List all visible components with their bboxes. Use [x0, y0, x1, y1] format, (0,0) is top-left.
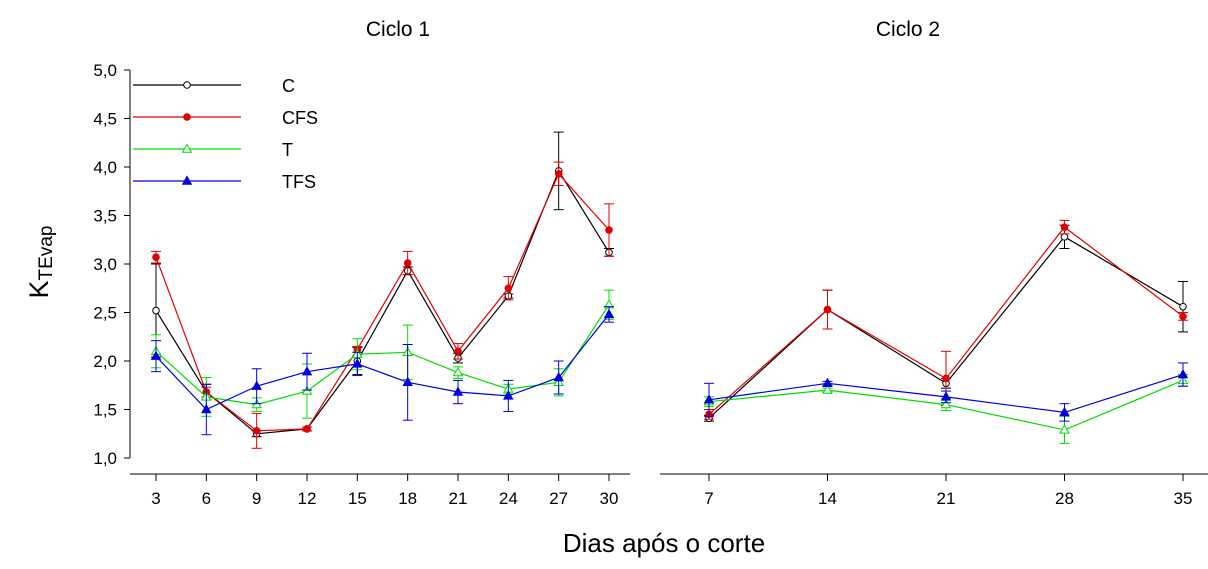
- data-point: [454, 347, 462, 356]
- data-point: [1060, 233, 1069, 241]
- data-point: [1179, 312, 1187, 321]
- legend-marker: [181, 175, 193, 185]
- series-tfs: [150, 306, 615, 436]
- data-point: [251, 380, 262, 390]
- y-tick-label: 4,0: [93, 158, 117, 177]
- x-tick-label: 28: [1055, 489, 1074, 508]
- data-point: [303, 425, 311, 433]
- data-point: [452, 386, 464, 396]
- legend-marker: [183, 81, 191, 89]
- data-point: [1179, 302, 1187, 311]
- series-cfs: [151, 161, 614, 449]
- data-point: [504, 284, 513, 293]
- data-point: [403, 259, 412, 267]
- data-point: [703, 394, 715, 404]
- legend: C CFS T TFS: [133, 76, 318, 192]
- series-line-tfs: [155, 314, 610, 411]
- series-line-t: [155, 304, 610, 406]
- y-axis-label: KTEvap: [24, 226, 57, 299]
- data-point: [605, 226, 613, 234]
- data-point: [201, 403, 212, 414]
- x-tick-label: 9: [252, 489, 261, 508]
- legend-item-tfs: TFS: [133, 172, 316, 192]
- data-point: [942, 374, 950, 383]
- plot-area: [150, 131, 1189, 449]
- series-cfs: [704, 219, 1188, 420]
- x-tick-label: 21: [449, 489, 468, 508]
- legend-item-cfs: CFS: [133, 108, 318, 128]
- data-point: [1059, 406, 1070, 417]
- y-tick-label: 2,5: [93, 304, 117, 323]
- data-point: [1059, 424, 1070, 434]
- data-point: [252, 427, 261, 435]
- data-point: [352, 358, 363, 368]
- x-tick-label: 12: [298, 489, 317, 508]
- data-point: [152, 306, 160, 315]
- legend-marker: [183, 113, 191, 121]
- legend-item-t: T: [133, 140, 293, 160]
- data-point: [503, 390, 514, 400]
- data-point: [553, 371, 564, 382]
- x-tick-label: 7: [704, 489, 713, 508]
- series-tfs: [703, 362, 1189, 422]
- x-tick-label: 3: [151, 489, 160, 508]
- data-point: [152, 253, 160, 262]
- x-tick-label: 30: [600, 489, 619, 508]
- legend-label: CFS: [282, 108, 318, 128]
- x-tick-label: 27: [549, 489, 568, 508]
- legend-item-c: C: [133, 76, 295, 96]
- y-axis-label-main: K: [24, 280, 54, 298]
- legend-marker: [181, 143, 193, 153]
- x-tick-label: 14: [818, 489, 837, 508]
- data-point: [822, 377, 833, 387]
- panel-title: Ciclo 2: [876, 18, 940, 41]
- data-point: [603, 308, 615, 319]
- data-point: [940, 398, 952, 409]
- axes: 1,0 1,5 2,0 2,5 3,0 3,5 4,0 4,5 5,0 Ciclo 1 3 6 9 12 1…: [93, 18, 1208, 508]
- x-tick-label: 15: [348, 489, 367, 508]
- data-point: [822, 384, 833, 394]
- series-c: [151, 131, 614, 438]
- y-tick-label: 4,5: [93, 110, 117, 129]
- series-t: [150, 289, 615, 419]
- y-axis-label-sub: TEvap: [36, 226, 57, 281]
- legend-label: T: [282, 140, 293, 160]
- legend-label: TFS: [282, 172, 316, 192]
- data-point: [940, 391, 952, 401]
- x-axis-label: Dias após o corte: [563, 528, 765, 558]
- legend-label: C: [282, 76, 295, 96]
- data-point: [1060, 223, 1069, 231]
- x-tick-label: 24: [499, 489, 518, 508]
- y-tick-label: 1,0: [93, 449, 117, 468]
- y-tick-label: 3,0: [93, 255, 117, 274]
- data-point: [452, 366, 464, 377]
- y-tick-label: 5,0: [93, 61, 117, 80]
- x-tick-label: 6: [202, 489, 211, 508]
- y-tick-label: 2,0: [93, 352, 117, 371]
- data-point: [1177, 368, 1189, 379]
- x-tick-label: 35: [1174, 489, 1193, 508]
- data-point: [402, 376, 413, 386]
- data-point: [554, 169, 563, 178]
- data-point: [823, 305, 832, 314]
- panel-title: Ciclo 1: [366, 18, 430, 41]
- data-point: [301, 366, 313, 376]
- x-tick-label: 21: [937, 489, 956, 508]
- series-line-cfs: [155, 172, 610, 432]
- y-tick-label: 1,5: [93, 401, 117, 420]
- x-tick-label: 18: [398, 489, 417, 508]
- y-tick-label: 3,5: [93, 207, 117, 226]
- data-point: [150, 350, 162, 360]
- series-line-c: [155, 169, 610, 435]
